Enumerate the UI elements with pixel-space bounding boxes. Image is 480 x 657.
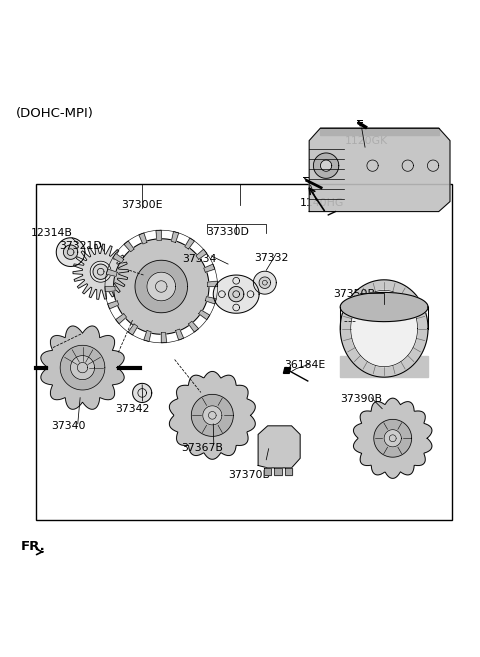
Text: 37321D: 37321D xyxy=(59,241,101,252)
Polygon shape xyxy=(147,272,176,301)
Polygon shape xyxy=(156,230,161,240)
Text: 37350B: 37350B xyxy=(334,289,375,299)
Polygon shape xyxy=(144,330,151,342)
Polygon shape xyxy=(367,160,378,171)
Polygon shape xyxy=(283,368,290,373)
Text: 12314B: 12314B xyxy=(31,228,72,238)
Text: 36184E: 36184E xyxy=(284,360,325,370)
Polygon shape xyxy=(340,280,428,377)
Polygon shape xyxy=(374,419,412,457)
Polygon shape xyxy=(264,468,272,475)
Text: 37370B: 37370B xyxy=(228,470,271,480)
Polygon shape xyxy=(63,245,78,260)
Text: FR.: FR. xyxy=(21,540,45,553)
Polygon shape xyxy=(321,160,332,171)
Polygon shape xyxy=(207,281,217,286)
Polygon shape xyxy=(285,468,292,475)
Text: 1140HG: 1140HG xyxy=(300,198,344,208)
Polygon shape xyxy=(253,271,276,294)
Polygon shape xyxy=(116,313,127,324)
Polygon shape xyxy=(135,260,188,313)
Polygon shape xyxy=(108,301,119,309)
Text: 37390B: 37390B xyxy=(341,394,383,404)
Polygon shape xyxy=(185,238,194,249)
Polygon shape xyxy=(60,346,105,390)
Polygon shape xyxy=(93,264,108,279)
Polygon shape xyxy=(132,384,152,403)
Polygon shape xyxy=(353,398,432,478)
Text: 37300E: 37300E xyxy=(121,200,163,210)
Polygon shape xyxy=(204,264,215,272)
Polygon shape xyxy=(203,406,222,425)
Polygon shape xyxy=(56,238,85,267)
Polygon shape xyxy=(192,394,233,436)
Polygon shape xyxy=(199,310,210,319)
Polygon shape xyxy=(313,153,339,178)
Polygon shape xyxy=(161,332,167,343)
Polygon shape xyxy=(309,128,450,212)
Polygon shape xyxy=(196,249,207,260)
Polygon shape xyxy=(106,269,117,277)
Polygon shape xyxy=(340,292,428,322)
Polygon shape xyxy=(128,324,138,335)
Polygon shape xyxy=(114,238,209,334)
Text: 1120GK: 1120GK xyxy=(345,137,388,147)
Polygon shape xyxy=(176,329,184,340)
Polygon shape xyxy=(41,326,124,409)
Polygon shape xyxy=(205,296,216,304)
Polygon shape xyxy=(340,355,428,377)
Polygon shape xyxy=(171,231,179,242)
Text: 37367B: 37367B xyxy=(181,443,223,453)
Polygon shape xyxy=(275,468,282,475)
Polygon shape xyxy=(189,321,199,332)
Text: 37340: 37340 xyxy=(51,421,85,432)
Polygon shape xyxy=(139,233,147,244)
Text: 37332: 37332 xyxy=(254,253,288,263)
Polygon shape xyxy=(71,355,95,380)
Text: 37342: 37342 xyxy=(115,403,150,414)
Polygon shape xyxy=(428,160,439,171)
Polygon shape xyxy=(351,290,418,367)
Polygon shape xyxy=(259,277,271,288)
Polygon shape xyxy=(90,261,111,283)
Polygon shape xyxy=(384,430,401,447)
Polygon shape xyxy=(321,128,439,135)
Polygon shape xyxy=(213,275,259,313)
Polygon shape xyxy=(402,160,413,171)
Polygon shape xyxy=(73,244,128,300)
Polygon shape xyxy=(113,254,124,263)
Text: (DOHC-MPI): (DOHC-MPI) xyxy=(16,106,94,120)
Polygon shape xyxy=(124,241,134,252)
Polygon shape xyxy=(169,371,255,459)
Polygon shape xyxy=(105,286,115,292)
Polygon shape xyxy=(228,286,244,302)
Text: 37334: 37334 xyxy=(182,254,216,264)
Polygon shape xyxy=(258,426,300,468)
Text: 37330D: 37330D xyxy=(206,227,250,237)
Bar xyxy=(36,185,452,520)
